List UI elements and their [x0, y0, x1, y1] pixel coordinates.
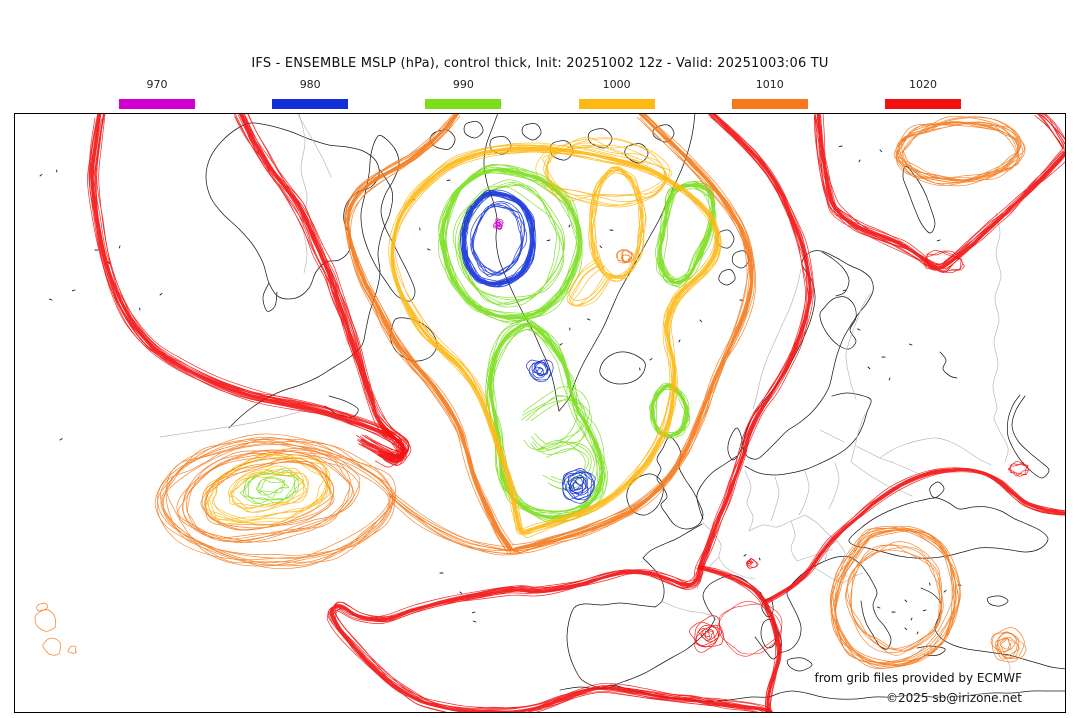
contour-band-red-band-blacksea — [764, 467, 1066, 605]
legend-item: 970 — [119, 78, 195, 109]
contour-band-green-ring-baffin-inner — [452, 179, 566, 308]
coastlines — [205, 113, 1066, 702]
map-frame — [14, 113, 1066, 713]
credit-copyright: ©2025 sb@irizone.net — [886, 691, 1022, 705]
legend-item: 1010 — [731, 78, 808, 109]
legend-item: 980 — [272, 78, 349, 109]
map-content — [34, 113, 1066, 713]
contour-band-red-band-labrador — [233, 113, 412, 468]
legend-color-bar — [731, 99, 808, 109]
contour-ring-orange-small-ring-4 — [36, 602, 48, 612]
legend-color-bar — [885, 99, 961, 109]
contour-band-yellow-ring-egreenland — [588, 166, 647, 282]
contour-band-red-band-italy — [696, 565, 783, 713]
contour-swirl-red-swirl-alps — [746, 557, 759, 569]
contour-band-red-band-barents-v — [813, 113, 1066, 273]
contour-swirl-magenta-minimum-mark — [493, 218, 504, 230]
contour-band-red-band-scandinavia-france-africa — [326, 113, 814, 713]
contour-band-red-corner-ne — [1034, 113, 1066, 152]
contour-swirl-red-swirl-se-spain — [689, 615, 724, 653]
contour-band-green-ring-baffin — [438, 163, 583, 324]
contour-band-red-v-knot — [924, 250, 965, 274]
legend-color-bar — [425, 99, 502, 109]
legend-color-bar — [119, 99, 195, 109]
contour-band-yellow-grand-loop — [388, 142, 722, 538]
contour-band-blue-oval-inner — [470, 201, 528, 277]
contour-band-orange-eye-outer — [154, 433, 397, 570]
legend-label: 1000 — [602, 78, 631, 91]
contour-band-yellow-scribble-greenland — [566, 257, 614, 307]
contour-band-yellow-eye-inner — [227, 465, 310, 513]
chart-title: IFS - ENSEMBLE MSLP (hPa), control thick… — [251, 56, 829, 71]
contour-band-orange-ring-aegean-in — [845, 541, 944, 656]
legend-label: 990 — [452, 78, 474, 91]
contour-band-yellow-archipelago-mass — [535, 136, 673, 208]
legend-color-bar — [578, 99, 655, 109]
contour-band-orange-ring-aegean — [829, 525, 961, 670]
contour-band-green-almond-faroe — [649, 382, 691, 439]
contour-band-green-scribble-2 — [537, 440, 595, 490]
contour-band-orange-ring-kara — [893, 115, 1026, 187]
legend-item: 990 — [425, 78, 502, 109]
contour-band-blue-oval-baffin — [459, 189, 537, 288]
legend-label: 1020 — [909, 78, 937, 91]
legend-item: 1020 — [885, 78, 961, 109]
legend-item: 1000 — [578, 78, 655, 109]
contour-band-green-eye-center — [239, 469, 304, 506]
contour-band-orange-east-band — [509, 113, 757, 556]
legend-color-bar — [272, 99, 349, 109]
contour-band-orange-eye-mid — [176, 447, 361, 543]
contour-ring-orange-small-ring-1 — [34, 609, 57, 632]
contour-band-orange-eye-in — [200, 457, 335, 531]
contour-ring-orange-small-ring-3 — [67, 645, 78, 654]
contour-swirl-orange-circle-in-yellow-ring — [615, 249, 635, 264]
credit-source: from grib files provided by ECMWF — [814, 671, 1022, 685]
contour-swirl-blue-swirl-s-iceland — [562, 468, 596, 504]
contour-band-orange-eye-tail — [387, 491, 520, 556]
contour-band-red-crimea-scribble — [1007, 460, 1031, 477]
contour-band-orange-west-band — [344, 113, 514, 554]
legend-label: 980 — [299, 78, 321, 91]
map-specks — [39, 139, 962, 635]
legend-label: 1010 — [755, 78, 784, 91]
legend-label: 970 — [146, 78, 168, 91]
contour-band-green-blob-s-iceland — [485, 318, 608, 524]
contour-band-green-eye-center2 — [255, 476, 290, 499]
contour-swirl-blue-swirl-denmark-strait — [525, 359, 554, 383]
legend: 970 980 990 1000 1010 1020 — [0, 78, 1080, 112]
contour-ring-orange-small-ring-2 — [42, 637, 61, 656]
contour-swirl-orange-swirl-levant — [990, 627, 1027, 663]
contour-band-green-scribble-1 — [520, 386, 593, 455]
